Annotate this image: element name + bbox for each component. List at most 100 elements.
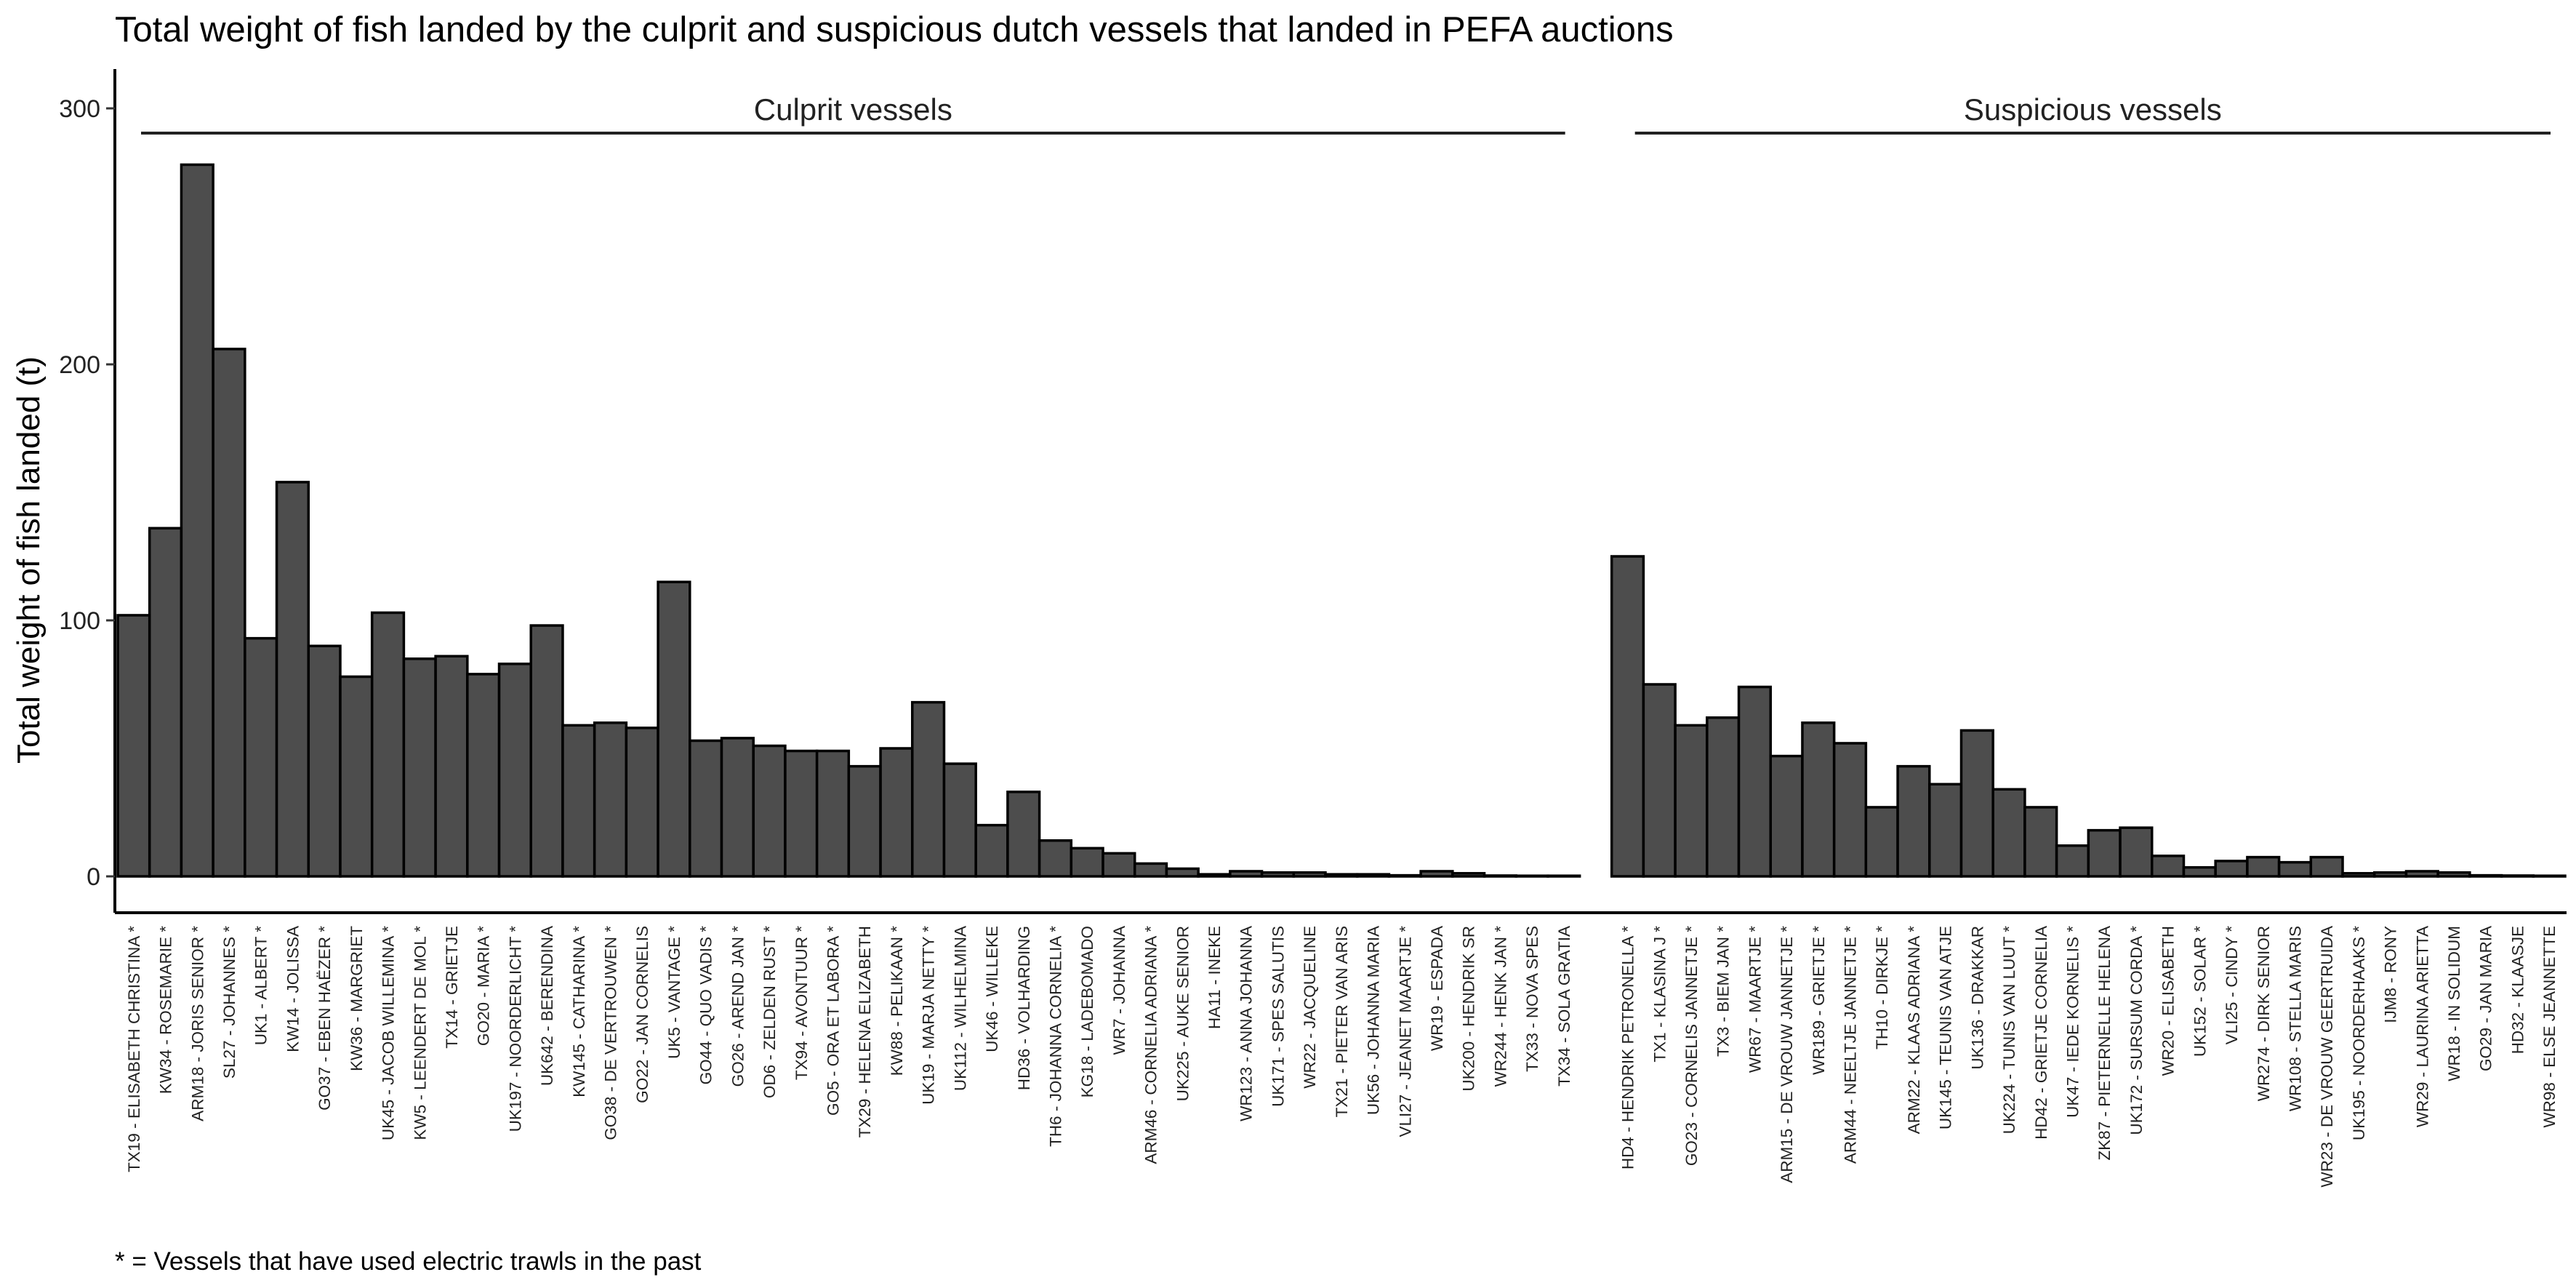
x-tick-label: SL27 - JOHANNES *	[220, 926, 238, 1079]
x-tick-label: WR7 - JOHANNA	[1110, 926, 1128, 1055]
x-tick-label: WR244 - HENK JAN *	[1491, 926, 1509, 1087]
x-tick-label: TX29 - HELENA ELIZABETH	[856, 926, 874, 1137]
x-tick-label: GO26 - AREND JAN *	[729, 926, 747, 1087]
bar	[1832, 742, 1868, 878]
x-tick-label: WR108 - STELLA MARIS	[2286, 926, 2304, 1111]
x-tick-label: ZK87 - PIETERNELLE HELENA	[2095, 926, 2114, 1161]
bar	[2119, 826, 2154, 878]
x-tick-label: TX21 - PIETER VAN ARIS	[1333, 926, 1351, 1117]
bar	[1864, 806, 1899, 878]
x-tick-label: KW14 - JOLISSA	[284, 926, 302, 1052]
bar	[529, 624, 564, 878]
bar	[1801, 721, 1836, 878]
bar	[370, 611, 406, 878]
bar	[497, 663, 532, 878]
x-tick-label: TX19 - ELISABETH CHRISTINA *	[125, 926, 143, 1172]
x-tick-label: KW145 - CATHARINA *	[570, 926, 588, 1097]
bar	[1006, 791, 1041, 878]
x-tick-label: VLI25 - CINDY *	[2223, 926, 2241, 1045]
x-tick-label: GO22 - JAN CORNELIS	[633, 926, 651, 1103]
x-tick-label: HD42 - GRIETJE CORNELIA	[2032, 926, 2050, 1140]
bar	[1610, 555, 1645, 878]
x-tick-label: ARM18 - JORIS SENIOR *	[188, 926, 206, 1121]
bar	[2372, 871, 2408, 878]
x-tick-label: UK5 - VANTAGE *	[665, 926, 683, 1059]
x-tick-label: WR18 - IN SOLIDUM	[2445, 926, 2463, 1081]
x-tick-label: HD32 - KLAASJE	[2508, 926, 2527, 1054]
x-tick-label: HD36 - VOLHARDING	[1015, 926, 1033, 1090]
bar	[180, 163, 214, 878]
y-tick-label: 300	[59, 95, 100, 123]
bar	[2404, 870, 2439, 878]
x-tick-label: UK200 - HENDRIK SR	[1460, 926, 1478, 1092]
bar	[974, 823, 1009, 878]
x-tick-label: IJM8 - RONY	[2382, 926, 2400, 1023]
x-tick-label: UK47 - IEDE KORNELIS *	[2063, 926, 2082, 1118]
x-tick-label: UK225 - AUKE SENIOR	[1173, 926, 1192, 1101]
bar	[1991, 788, 2026, 878]
bar	[1737, 685, 1772, 878]
bar	[1292, 871, 1327, 878]
bar	[402, 657, 437, 878]
x-tick-label: KW34 - ROSEMARIE *	[157, 926, 175, 1095]
bar	[2182, 865, 2217, 878]
bar	[2023, 806, 2058, 878]
bar	[847, 764, 882, 878]
bar	[625, 727, 659, 878]
y-tick-label: 0	[87, 863, 100, 891]
y-tick-label: 100	[59, 607, 100, 635]
y-axis-label: Total weight of fish landed (t)	[11, 356, 47, 764]
x-tick-label: KW88 - PELIKAAN *	[888, 926, 906, 1076]
x-tick-label: ARM15 - DE VROUW JANNETJE *	[1778, 926, 1796, 1183]
x-tick-label: GO38 - DE VERTROUWEN *	[602, 926, 620, 1140]
x-tick-label: GO20 - MARIA *	[475, 926, 493, 1046]
bar	[1324, 873, 1359, 878]
x-tick-label: HD4 - HENDRIK PETRONELLA *	[1619, 926, 1637, 1169]
bar	[1038, 839, 1073, 878]
x-tick-label: GO23 - CORNELIS JANNETJE *	[1682, 926, 1701, 1166]
x-tick-label: ARM22 - KLAAS ADRIANA *	[1905, 926, 1923, 1135]
bar	[2309, 855, 2344, 878]
bar	[1229, 870, 1264, 878]
bar	[2087, 828, 2122, 878]
x-tick-label: UK224 - TUNIS VAN LUUT *	[2000, 926, 2018, 1135]
x-tick-label: UK19 - MARJA NETTY *	[920, 926, 938, 1105]
bar	[1451, 872, 1486, 878]
bar	[275, 481, 310, 878]
bar	[1260, 871, 1296, 878]
group-label: Culprit vessels	[754, 92, 952, 127]
x-tick-label: UK56 - JOHANNA MARIA	[1365, 926, 1383, 1115]
x-tick-label: TX33 - NOVA SPES	[1523, 926, 1541, 1072]
bar	[466, 673, 501, 878]
y-tick-label: 200	[59, 351, 100, 379]
bar	[2246, 855, 2281, 878]
bar	[434, 655, 469, 878]
x-tick-label: UK171 - SPES SALUTIS	[1269, 926, 1287, 1107]
x-tick-label: ARM44 - NEELTJE JANNETJE *	[1842, 926, 1860, 1164]
x-tick-label: UK136 - DRAKKAR	[1968, 926, 1986, 1070]
x-tick-label: WR98 - ELSE JEANNETTE	[2540, 926, 2559, 1128]
bar	[339, 675, 374, 878]
x-tick-label: WR67 - MAARTJE *	[1746, 926, 1764, 1073]
x-tick-label: GO44 - QUO VADIS *	[697, 926, 715, 1085]
x-tick-label: UK1 - ALBERT *	[252, 926, 270, 1045]
x-tick-label: WR189 - GRIETJE *	[1810, 926, 1828, 1075]
x-tick-label: UK112 - WILHELMINA	[951, 926, 969, 1091]
x-tick-label: TX3 - BIEM JAN *	[1714, 926, 1733, 1057]
bar	[2151, 855, 2186, 878]
x-tick-label: TX14 - GRIETJE	[443, 926, 461, 1049]
x-tick-label: HA11 - INEKE	[1205, 926, 1224, 1029]
chart-caption: * = Vessels that have used electric traw…	[115, 1247, 702, 1276]
bar	[1674, 724, 1709, 878]
x-tick-label: WR29 - LAURINA ARIETTA	[2413, 926, 2431, 1127]
bar	[561, 724, 596, 878]
bar	[879, 747, 914, 878]
bar	[720, 737, 755, 878]
plot-area: 0 100 200 300 TX19 - ELISABETH CHRISTINA * KW…	[59, 69, 2567, 1188]
x-tick-label: GO29 - JAN MARIA	[2477, 926, 2495, 1071]
bar	[244, 636, 278, 878]
bar	[2214, 860, 2249, 878]
bar	[593, 721, 628, 878]
bar	[307, 644, 342, 878]
